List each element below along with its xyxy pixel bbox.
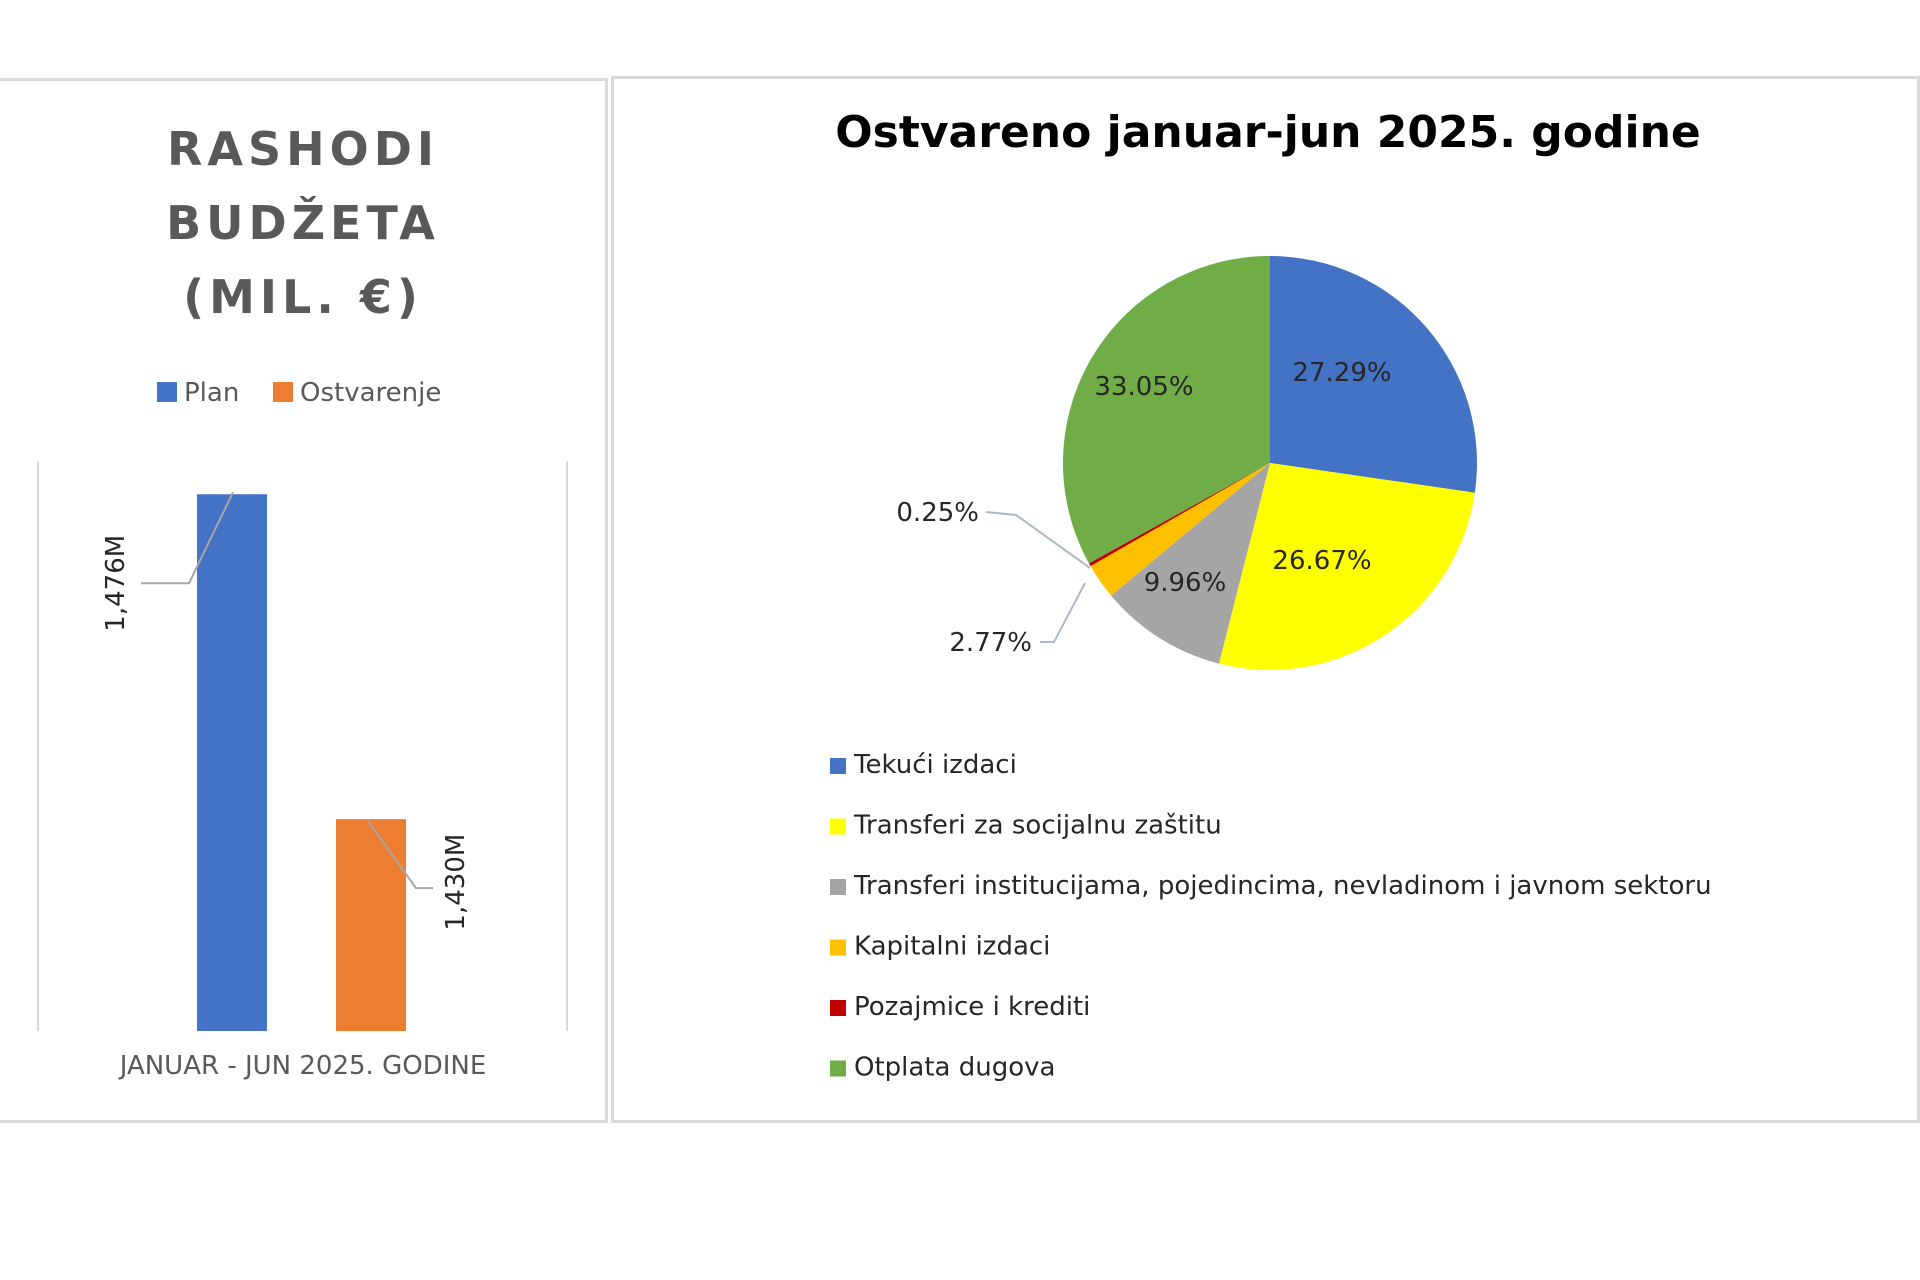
bar-chart-title-line-3: (MIL. €) [183,270,423,324]
pie-chart-title: Ostvareno januar-jun 2025. godine [835,107,1701,158]
pie-slice-transferi-za-socijalnu-zastitu [1218,463,1475,670]
pie-legend-swatch-tekuci-izdaci [830,758,846,774]
x-axis-category-label: JANUAR - JUN 2025. GODINE [118,1051,487,1081]
pie-legend-label-pozajmice-i-krediti: Pozajmice i krediti [854,992,1090,1022]
pie-chart: Ostvareno januar-jun 2025. godine 27.29%… [830,107,1712,1083]
leader-line-plan [141,491,234,585]
pie-legend-swatch-transferi-za-socijalnu-zastitu [830,818,846,835]
pie-legend-swatch-kapitalni-izdaci [830,939,846,956]
pie-chart-panel: Ostvareno januar-jun 2025. godine 27.29%… [611,76,1920,1123]
pie-label-transferi-za-socijalnu-zastitu: 26.67% [1272,546,1371,576]
leader-line-ostvarenje [367,820,433,890]
pie-label-pozajmice-i-krediti: 0.25% [896,498,979,528]
pie-slice-tekuci-izdaci [1270,256,1477,493]
pie-legend-label-otplata-dugova: Otplata dugova [854,1053,1055,1083]
pie-legend-swatch-pozajmice-i-krediti [830,1000,846,1016]
pie-slices-group [1063,256,1477,670]
bar-chart-title-line-1: RASHODI [167,122,439,176]
pie-leader-kapitalni-izdaci [1040,582,1086,643]
pie-leader-pozajmice-i-krediti [985,511,1091,569]
pie-legend-label-transferi-institucijama-pojedincima-nevladinom-i-javnom-sektoru: Transferi institucijama, pojedincima, ne… [853,871,1712,901]
legend-label-plan: Plan [184,378,239,408]
bar-plan [197,494,267,1031]
legend-swatch-ostvarenje [273,382,293,402]
bars-group: 1,476M 1,430M [101,491,471,1031]
pie-label-otplata-dugova: 33.05% [1094,372,1193,402]
bar-ostvarenje [336,819,406,1031]
pie-legend-label-transferi-za-socijalnu-zastitu: Transferi za socijalnu zaštitu [853,811,1222,841]
pie-label-kapitalni-izdaci: 2.77% [949,628,1032,658]
pie-slice-kapitalni-izdaci [1090,463,1270,596]
pie-legend-label-tekuci-izdaci: Tekući izdaci [853,750,1017,780]
bar-chart-panel: RASHODI BUDŽETA (MIL. €) Plan Ostvarenje… [0,78,608,1123]
bar-chart-title-line-2: BUDŽETA [166,196,440,250]
legend-swatch-plan [157,382,177,402]
pie-legend-swatch-otplata-dugova [830,1060,846,1077]
pie-slice-otplata-dugova [1063,256,1270,564]
pie-legend: Tekući izdaci Transferi za socijalnu zašt… [830,750,1712,1083]
data-label-plan: 1,476M [101,535,131,632]
bar-chart: RASHODI BUDŽETA (MIL. €) Plan Ostvarenje… [37,122,568,1081]
pie-slice-transferi-institucijama-pojedincima-nevladinom-i-javnom-sektoru [1111,463,1270,664]
data-label-ostvarenje: 1,430M [441,834,471,931]
pie-label-transferi-institucijama-pojedincima-nevladinom-i-javnom-sektoru: 9.96% [1144,568,1227,598]
pie-legend-swatch-transferi-institucijama-pojedincima-nevladinom-i-javnom-sektoru [830,879,846,895]
pie-labels-group: 27.29% 26.67% 9.96% 2.77% 0.25% 33.05% [896,358,1391,658]
pie-label-tekuci-izdaci: 27.29% [1292,358,1391,388]
legend-label-ostvarenje: Ostvarenje [300,378,441,408]
pie-slice-pozajmice-i-krediti [1088,463,1270,567]
pie-legend-label-kapitalni-izdaci: Kapitalni izdaci [854,932,1050,962]
